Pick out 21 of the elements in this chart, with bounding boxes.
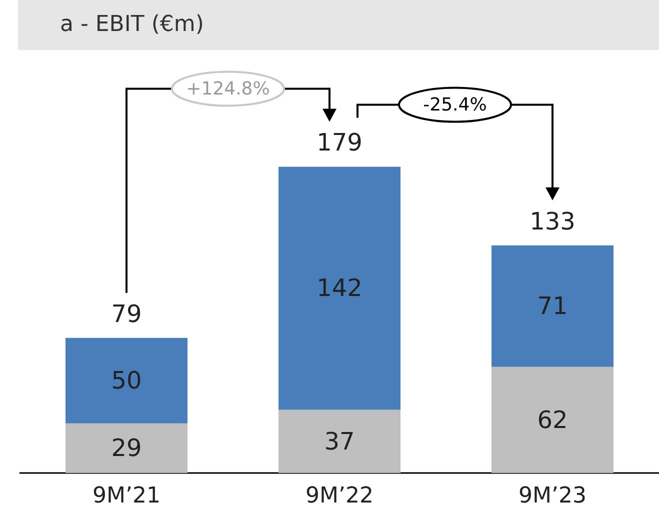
total-label: 179 xyxy=(316,128,362,157)
bar xyxy=(278,410,400,473)
data-label: 29 xyxy=(111,434,142,462)
text: -25.4% xyxy=(423,94,487,116)
bar xyxy=(278,166,400,410)
bar xyxy=(66,423,188,473)
x-tick-label: 9M’22 xyxy=(306,484,374,508)
data-label: 142 xyxy=(316,274,362,302)
x-tick-label: 9M’23 xyxy=(518,484,586,508)
total-label: 133 xyxy=(530,207,576,236)
text: +124.8% xyxy=(186,78,270,100)
total-label: 79 xyxy=(111,300,142,328)
bar xyxy=(492,366,614,473)
data-label: 37 xyxy=(324,427,355,456)
x-tick-label: 9M’21 xyxy=(92,484,160,508)
data-label: 62 xyxy=(537,406,568,434)
chart-title: a - EBIT (€m) xyxy=(60,12,204,37)
bar xyxy=(492,245,614,367)
data-label: 50 xyxy=(111,366,142,395)
bar xyxy=(66,338,188,424)
data-label: 71 xyxy=(537,292,568,320)
